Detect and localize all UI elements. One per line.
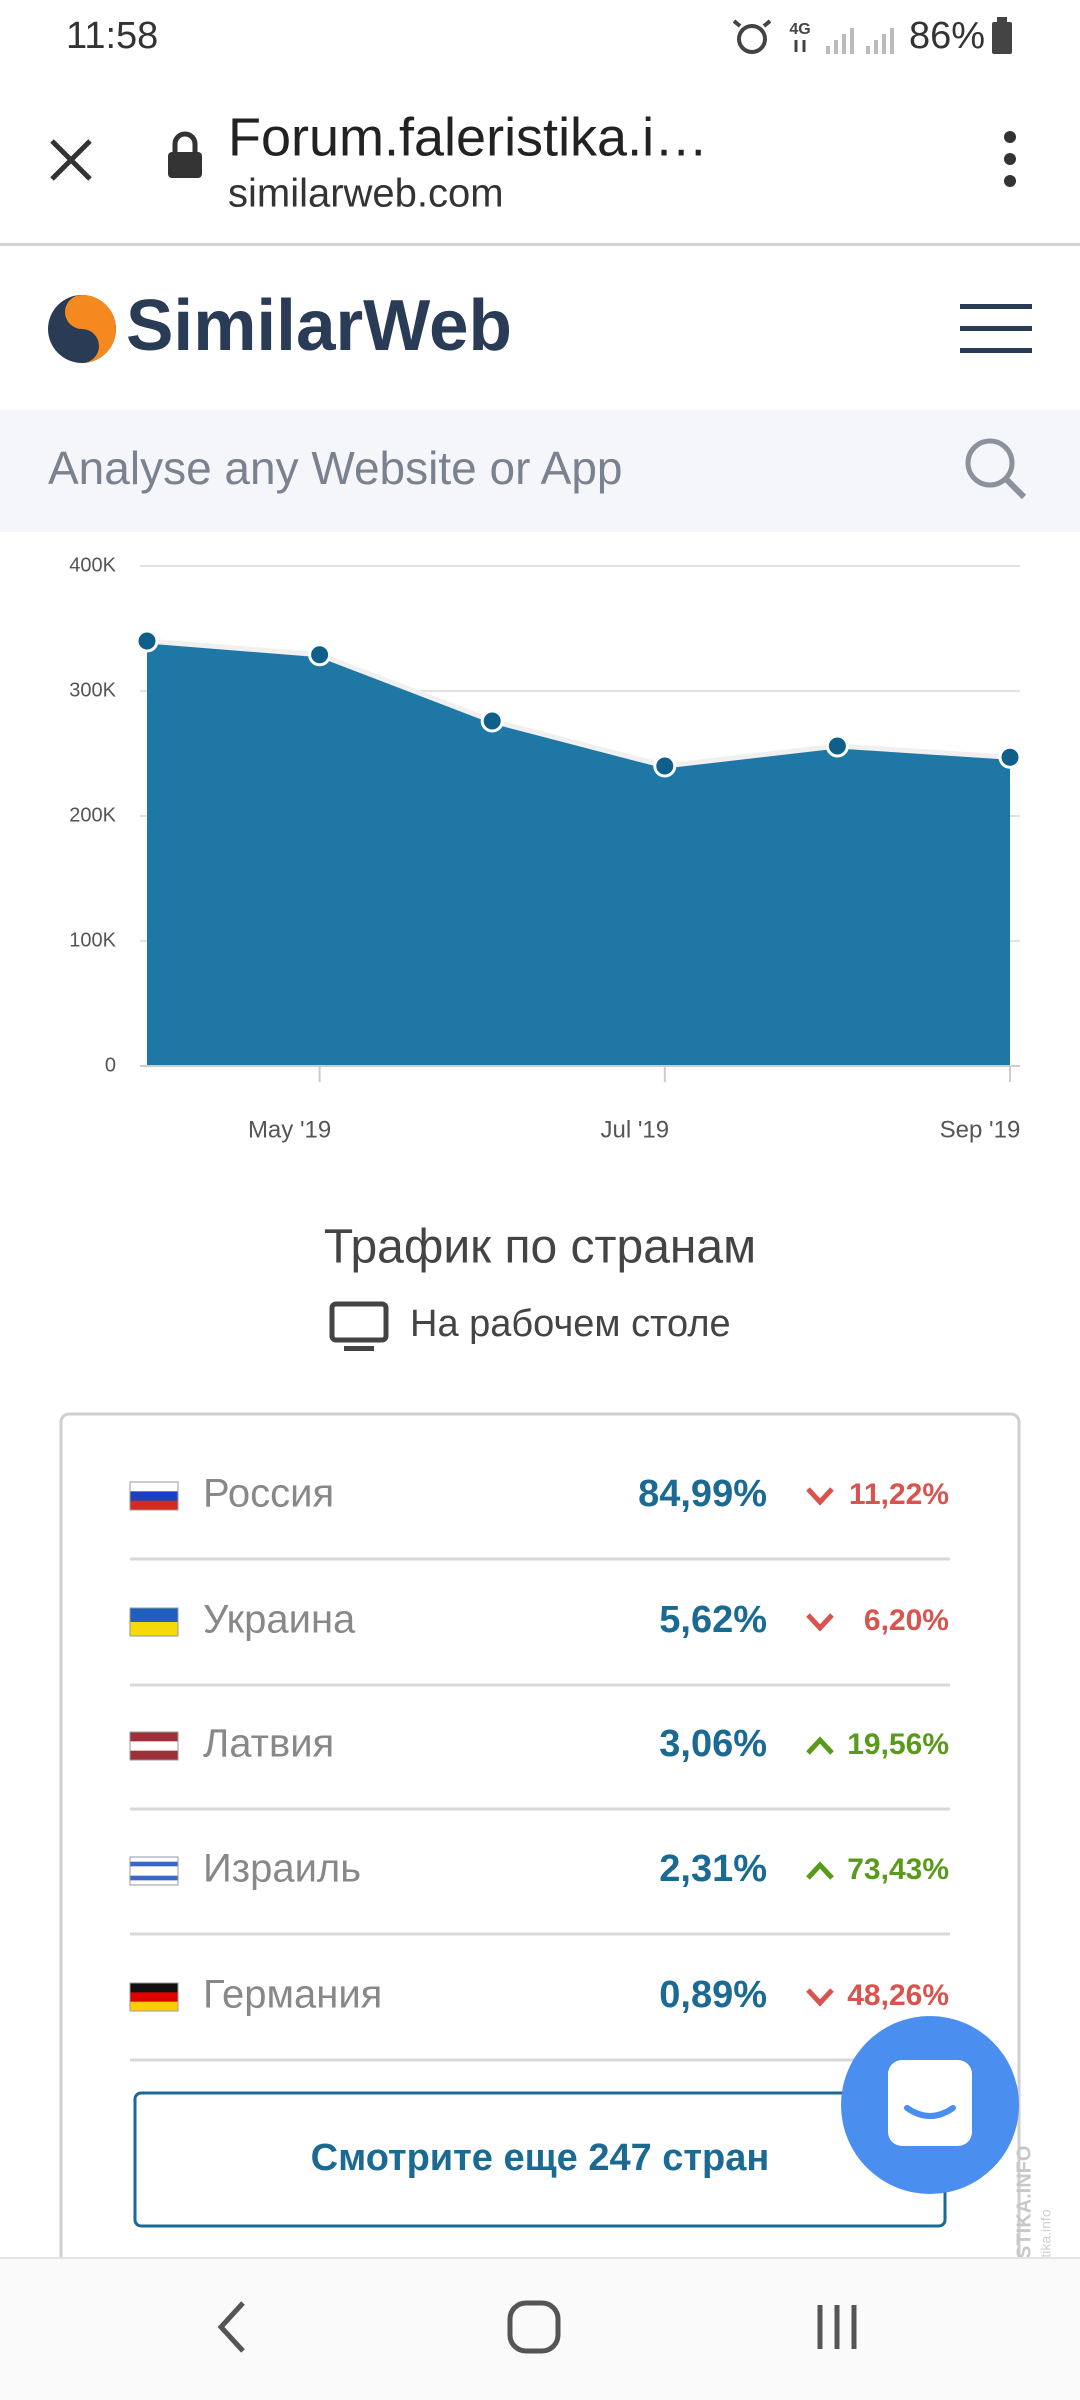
page-title: Forum.faleristika.i… <box>228 107 708 167</box>
desktop-icon <box>329 1301 389 1351</box>
country-share: 2,31% <box>659 1848 767 1890</box>
flag <box>129 1731 179 1761</box>
area-line <box>146 638 1011 769</box>
search-placeholder[interactable]: Analyse any Website or App <box>48 442 622 494</box>
more-countries-label[interactable]: Смотрите еще 247 стран <box>311 2137 770 2179</box>
country-change: 73,43% <box>847 1853 949 1886</box>
flag-stripe <box>130 1732 178 1742</box>
y-tick-label: 0 <box>105 1054 116 1076</box>
data-point <box>135 629 159 653</box>
divider <box>0 243 1080 246</box>
close-button[interactable] <box>50 139 92 181</box>
battery-icon <box>992 17 1012 54</box>
search-bar[interactable] <box>0 410 1080 532</box>
flag-border <box>129 1731 179 1761</box>
flag-border <box>129 1982 179 2012</box>
flag-stripe <box>130 1866 178 1872</box>
section-subtitle: На рабочем столе <box>410 1303 731 1345</box>
trend-arrow <box>806 1988 834 2007</box>
country-change: 6,20% <box>864 1604 949 1637</box>
x-tick-label: May '19 <box>248 1116 331 1143</box>
data-point <box>480 709 504 733</box>
data-point <box>308 643 332 667</box>
x-tick-label: Sep '19 <box>940 1116 1021 1143</box>
network-type: 4G <box>789 21 810 38</box>
navigation-divider <box>0 2257 1080 2259</box>
flag-border <box>129 1856 179 1886</box>
country-rows: Россия 84,99% 11,22% Украина 5,62% 6,20% Латви… <box>129 1472 950 2062</box>
country-name: Украина <box>203 1598 356 1642</box>
flag <box>129 1982 179 2012</box>
battery-level: 86% <box>909 15 985 57</box>
flag <box>129 1481 179 1511</box>
flag-stripe <box>130 1608 178 1623</box>
y-tick-label: 200K <box>69 804 116 826</box>
country-name: Латвия <box>203 1722 334 1766</box>
alarm-icon <box>732 19 772 54</box>
country-name: Россия <box>203 1472 334 1516</box>
flag-stripe <box>130 1491 178 1501</box>
country-change: 48,26% <box>847 1979 949 2012</box>
country-share: 0,89% <box>659 1974 767 2016</box>
data-point <box>825 734 849 758</box>
logo-mark <box>48 295 116 363</box>
flag-stripe <box>130 1983 178 1993</box>
flag-stripe <box>130 1861 178 1867</box>
trend-arrow <box>806 1861 834 1880</box>
chart: 0 100K 200K 300K 400K May '19 Jul '19 Sep '19 <box>69 554 1022 1143</box>
flag-stripe <box>130 1871 178 1876</box>
flag-stripe <box>130 1992 178 2002</box>
country-share: 3,06% <box>659 1723 767 1765</box>
y-tick-label: 300K <box>69 679 116 701</box>
y-tick-label: 100K <box>69 929 116 951</box>
data-point <box>653 754 677 778</box>
recents-button[interactable] <box>817 2305 857 2349</box>
flag-stripe <box>130 2001 178 2012</box>
navigation-bar <box>0 2257 1080 2400</box>
flag-stripe <box>130 1857 178 1862</box>
hamburger-menu[interactable] <box>960 304 1032 353</box>
data-arrows <box>794 40 806 52</box>
country-change: 19,56% <box>847 1728 949 1761</box>
area-fill <box>147 641 1010 1066</box>
trend-arrow <box>806 1613 834 1632</box>
country-share: 84,99% <box>638 1473 767 1515</box>
y-tick-label: 400K <box>69 554 116 576</box>
signal-icons <box>826 28 894 54</box>
flag <box>129 1856 179 1886</box>
trend-arrow <box>806 1487 834 1506</box>
flag-stripe <box>130 1482 178 1492</box>
country-name: Израиль <box>203 1847 361 1891</box>
flag-stripe <box>130 1875 178 1881</box>
country-name: Германия <box>203 1973 382 2017</box>
search-icon[interactable] <box>965 438 1027 500</box>
x-tick-label: Jul '19 <box>600 1116 669 1143</box>
flag <box>129 1607 179 1637</box>
trend-arrow <box>806 1736 834 1755</box>
status-time: 11:58 <box>66 15 158 57</box>
flag-stripe <box>130 1741 178 1751</box>
country-share: 5,62% <box>659 1599 767 1641</box>
menu-button[interactable] <box>1004 131 1016 187</box>
flag-border <box>129 1481 179 1511</box>
home-button[interactable] <box>507 2300 561 2354</box>
flag-stripe <box>130 1500 178 1511</box>
lock-icon <box>168 131 202 178</box>
flag-stripe <box>130 1880 178 1886</box>
flag-stripe <box>130 1622 178 1637</box>
flag-border <box>129 1607 179 1637</box>
back-button[interactable] <box>217 2301 245 2353</box>
chat-button[interactable] <box>841 2016 1019 2194</box>
country-change: 11,22% <box>849 1478 949 1511</box>
page-url: similarweb.com <box>228 172 504 216</box>
flag-stripe <box>130 1750 178 1761</box>
data-point <box>998 745 1022 769</box>
section-title: Трафик по странам <box>324 1221 756 1274</box>
logo-text: SimilarWeb <box>126 286 512 366</box>
